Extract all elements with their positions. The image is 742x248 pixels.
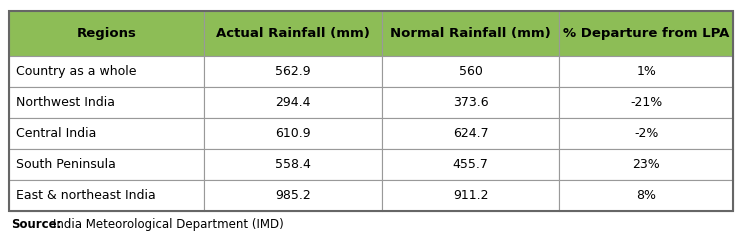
Text: Actual Rainfall (mm): Actual Rainfall (mm) bbox=[216, 27, 370, 40]
Bar bbox=[559, 11, 733, 56]
Bar bbox=[382, 149, 559, 180]
Bar bbox=[559, 87, 733, 118]
Text: 610.9: 610.9 bbox=[275, 127, 311, 140]
Text: 560: 560 bbox=[459, 65, 482, 78]
Text: % Departure from LPA: % Departure from LPA bbox=[563, 27, 729, 40]
Bar bbox=[9, 149, 205, 180]
Text: 455.7: 455.7 bbox=[453, 158, 488, 171]
Bar bbox=[382, 180, 559, 211]
Bar bbox=[205, 11, 382, 56]
Bar bbox=[205, 118, 382, 149]
Text: East & northeast India: East & northeast India bbox=[16, 189, 156, 202]
Text: 985.2: 985.2 bbox=[275, 189, 311, 202]
Bar bbox=[9, 56, 205, 87]
Text: 562.9: 562.9 bbox=[275, 65, 311, 78]
Bar bbox=[9, 118, 205, 149]
Bar bbox=[382, 87, 559, 118]
Bar bbox=[559, 180, 733, 211]
Text: Country as a whole: Country as a whole bbox=[16, 65, 137, 78]
Bar bbox=[9, 180, 205, 211]
Text: Regions: Regions bbox=[76, 27, 137, 40]
Text: South Peninsula: South Peninsula bbox=[16, 158, 116, 171]
Bar bbox=[559, 118, 733, 149]
Text: Normal Rainfall (mm): Normal Rainfall (mm) bbox=[390, 27, 551, 40]
Bar bbox=[559, 56, 733, 87]
Text: -21%: -21% bbox=[630, 96, 663, 109]
Text: 23%: 23% bbox=[632, 158, 660, 171]
Bar bbox=[205, 180, 382, 211]
Text: 8%: 8% bbox=[636, 189, 656, 202]
Text: 294.4: 294.4 bbox=[275, 96, 311, 109]
Text: 911.2: 911.2 bbox=[453, 189, 488, 202]
Bar bbox=[9, 11, 205, 56]
Text: -2%: -2% bbox=[634, 127, 658, 140]
Bar bbox=[205, 87, 382, 118]
Bar bbox=[9, 11, 733, 211]
Bar bbox=[382, 11, 559, 56]
Text: 373.6: 373.6 bbox=[453, 96, 488, 109]
Text: 558.4: 558.4 bbox=[275, 158, 311, 171]
Text: India Meteorological Department (IMD): India Meteorological Department (IMD) bbox=[53, 218, 284, 231]
Text: Central India: Central India bbox=[16, 127, 96, 140]
Text: 1%: 1% bbox=[636, 65, 656, 78]
Bar bbox=[559, 149, 733, 180]
Bar bbox=[205, 56, 382, 87]
Bar bbox=[382, 56, 559, 87]
Text: 624.7: 624.7 bbox=[453, 127, 488, 140]
Bar bbox=[382, 118, 559, 149]
Text: Northwest India: Northwest India bbox=[16, 96, 115, 109]
Text: Source:: Source: bbox=[11, 218, 62, 231]
Bar bbox=[205, 149, 382, 180]
Bar bbox=[9, 87, 205, 118]
